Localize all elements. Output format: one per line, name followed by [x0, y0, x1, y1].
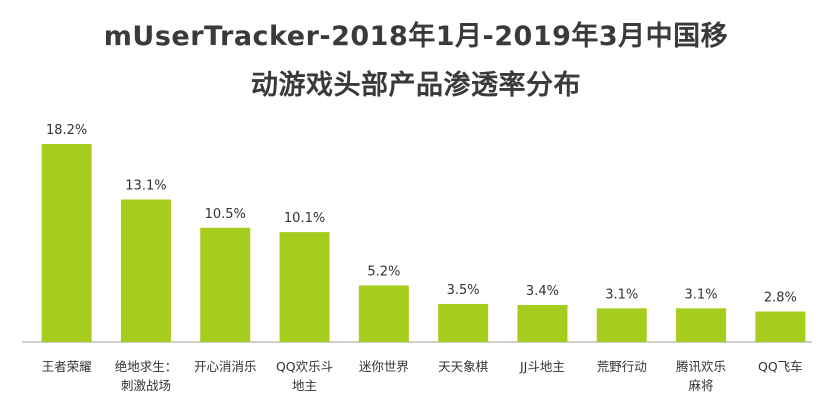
category-label: 开心消消乐	[194, 359, 257, 374]
bar	[596, 308, 647, 342]
bar	[279, 232, 330, 342]
bar-value-label: 5.2%	[367, 264, 400, 279]
chart-title-line-1: mUserTracker-2018年1月-2019年3月中国移	[103, 21, 729, 52]
category-label: QQ飞车	[758, 359, 803, 374]
bar-value-label: 3.5%	[447, 283, 480, 298]
bar	[438, 303, 489, 342]
category-label: 天天象棋	[438, 359, 489, 374]
chart-title-line-2: 动游戏头部产品渗透率分布	[251, 70, 581, 101]
category-label: QQ欢乐斗	[276, 359, 333, 374]
bar-value-label: 10.1%	[284, 211, 325, 226]
bar	[676, 308, 727, 342]
bar-value-label: 3.1%	[605, 287, 638, 302]
bar	[755, 311, 806, 342]
bar-value-label: 10.5%	[205, 207, 246, 222]
category-label: 麻将	[689, 378, 714, 393]
bar-value-label: 18.2%	[46, 123, 87, 138]
category-label: 刺激战场	[121, 378, 171, 393]
category-label: 地主	[292, 378, 317, 393]
category-label: 迷你世界	[359, 359, 410, 374]
bars-group: 18.2% 王者荣耀 13.1% 绝地求生： 刺激战场 10.5% 开心消消乐 10.1% QQ…	[42, 123, 806, 393]
bar-value-label: 2.8%	[764, 291, 797, 306]
bar	[120, 199, 171, 342]
bar-value-label: 13.1%	[125, 178, 166, 193]
bar	[200, 227, 251, 342]
bar	[41, 144, 92, 342]
category-label: 荒野行动	[597, 359, 647, 374]
category-label: 绝地求生：	[115, 359, 178, 374]
category-label: JJ斗地主	[519, 359, 565, 374]
bar	[517, 305, 568, 342]
bar	[358, 285, 409, 342]
category-label: 腾讯欢乐	[676, 359, 726, 374]
bar-value-label: 3.1%	[685, 287, 718, 302]
bar-value-label: 3.4%	[526, 284, 559, 299]
category-label: 王者荣耀	[42, 359, 93, 374]
